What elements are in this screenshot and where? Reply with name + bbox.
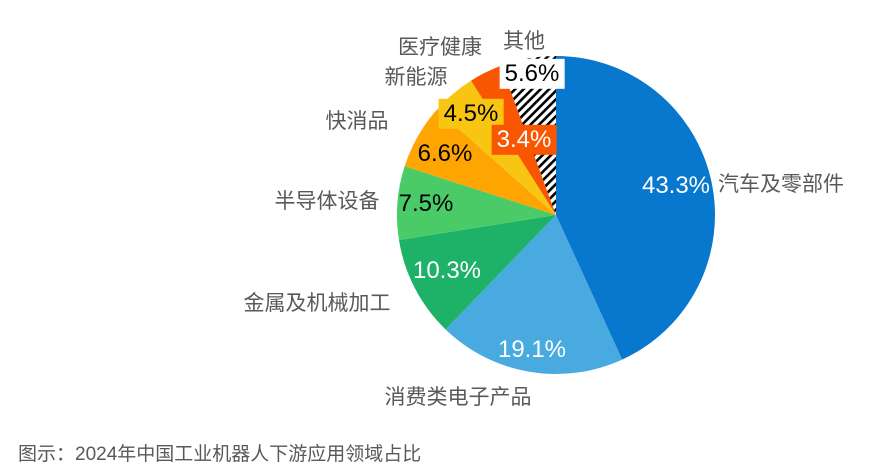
value-label-0: 43.3% xyxy=(641,171,711,199)
value-label-3: 7.5% xyxy=(398,189,454,217)
pie-slice-0 xyxy=(556,56,715,360)
category-label-3: 半导体设备 xyxy=(274,190,380,213)
category-label-4: 快消品 xyxy=(325,110,389,133)
value-label-6: 3.4% xyxy=(491,124,557,156)
value-label-1: 19.1% xyxy=(497,335,567,363)
category-label-7: 其他 xyxy=(503,30,545,53)
value-label-4: 6.6% xyxy=(417,139,473,167)
value-label-7: 5.6% xyxy=(499,58,565,90)
pie-slice-3 xyxy=(396,166,556,241)
pie-slice-1 xyxy=(445,215,623,374)
pie-slice-4 xyxy=(404,109,556,215)
value-label-2: 10.3% xyxy=(412,256,482,284)
category-label-2: 金属及机械加工 xyxy=(243,292,391,315)
value-label-5: 4.5% xyxy=(438,98,504,130)
category-label-5: 新能源 xyxy=(384,66,448,89)
category-label-0: 汽车及零部件 xyxy=(718,173,844,196)
category-label-1: 消费类电子产品 xyxy=(384,386,532,409)
chart-caption: 图示：2024年中国工业机器人下游应用领域占比 xyxy=(18,444,422,465)
pie-slice-2 xyxy=(398,215,556,330)
category-label-6: 医疗健康 xyxy=(398,36,482,59)
